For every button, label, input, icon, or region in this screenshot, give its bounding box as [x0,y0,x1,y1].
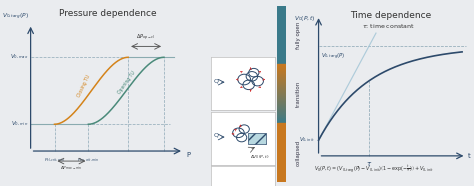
Bar [277,82,286,83]
Bar [277,114,286,115]
Bar [277,110,286,111]
Text: $\Delta V_0(P,t)$: $\Delta V_0(P,t)$ [250,153,270,161]
Bar [277,78,286,79]
Text: Pressure dependence: Pressure dependence [59,9,157,18]
Bar [277,119,286,121]
Bar [277,106,286,107]
Bar [277,65,286,66]
Bar [277,123,286,182]
Bar [277,95,286,96]
Bar [277,105,286,106]
Text: $V_0(P, t) = (V_{0,targ}(P) - V_{0,init})\left(1 - \exp(-\frac{t}{\tau})\right) : $V_0(P, t) = (V_{0,targ}(P) - V_{0,init}… [314,163,434,175]
Bar [277,121,286,122]
Bar [277,79,286,80]
Text: $V_{0,max}$: $V_{0,max}$ [9,53,28,61]
Bar [277,104,286,105]
Bar [277,101,286,102]
Text: Closing TU: Closing TU [76,73,91,97]
Bar [277,92,286,93]
Text: $V_{0,targ}(P)$: $V_{0,targ}(P)$ [321,52,346,62]
Bar [277,102,286,103]
Bar [277,81,286,82]
Bar [277,80,286,81]
Bar [277,68,286,69]
Bar [277,111,286,112]
Bar [277,109,286,110]
Bar [277,118,286,119]
Bar [277,6,286,65]
Text: fully open: fully open [296,21,301,49]
Bar [277,69,286,70]
Text: $V_0(P,t)$: $V_0(P,t)$ [294,14,316,23]
Bar [277,93,286,94]
Bar [277,72,286,73]
Text: Time dependence: Time dependence [350,11,431,20]
Bar [277,73,286,74]
Bar [277,85,286,86]
Text: $V_{0,init}$: $V_{0,init}$ [299,136,315,144]
Bar [277,88,286,89]
Text: P: P [186,152,190,158]
Text: $\Delta P_{max-min}$: $\Delta P_{max-min}$ [60,165,82,172]
Text: $P_{cl,crit,min}$: $P_{cl,crit,min}$ [44,156,65,164]
Bar [277,108,286,109]
Text: Q: Q [214,133,219,138]
Bar [277,96,286,97]
Text: Q: Q [214,78,219,83]
Text: $V_{0,min}$: $V_{0,min}$ [11,120,28,128]
Bar [277,75,286,76]
Text: $\tau$: time constant: $\tau$: time constant [362,22,415,30]
Bar [277,116,286,118]
Text: $\tau$: $\tau$ [365,160,372,168]
Bar [277,86,286,87]
Text: $V_{0,targ}(P)$: $V_{0,targ}(P)$ [1,12,28,22]
Bar [277,122,286,123]
Bar [277,84,286,85]
Bar [277,74,286,75]
Text: Opening TU: Opening TU [117,70,136,95]
Bar [277,115,286,116]
Bar [277,103,286,104]
Bar [277,83,286,84]
Bar [277,90,286,91]
Bar [277,112,286,113]
Bar [277,94,286,95]
Bar [277,70,286,71]
Bar [277,77,286,78]
Bar [248,133,266,145]
Bar [277,89,286,90]
Text: t: t [468,153,471,159]
Bar [277,99,286,100]
Bar [277,107,286,108]
Text: collapsed: collapsed [296,140,301,166]
Text: $P_{op,crit,min}$: $P_{op,crit,min}$ [77,156,100,165]
Bar [277,66,286,68]
Bar [277,87,286,88]
Bar [277,76,286,77]
Bar [277,97,286,98]
Bar [277,113,286,114]
Text: transition: transition [296,81,301,107]
Bar [277,98,286,99]
Bar [277,71,286,72]
Bar [277,91,286,92]
Bar [277,100,286,101]
Text: $\Delta P_{op-cl}$: $\Delta P_{op-cl}$ [137,33,156,43]
